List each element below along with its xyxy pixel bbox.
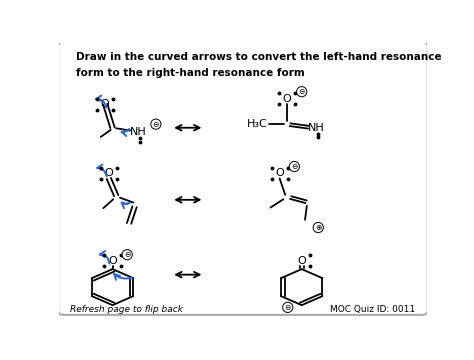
Text: O: O: [104, 168, 113, 179]
Text: ⊕: ⊕: [315, 223, 321, 232]
Text: O: O: [283, 94, 292, 104]
Text: O: O: [101, 99, 109, 109]
Text: NH: NH: [130, 127, 146, 137]
Text: MOC Quiz ID: 0011: MOC Quiz ID: 0011: [330, 305, 416, 314]
Text: Refresh page to flip back: Refresh page to flip back: [70, 305, 183, 314]
Text: Draw in the curved arrows to convert the left-hand resonance: Draw in the curved arrows to convert the…: [76, 51, 441, 62]
Text: ⊖: ⊖: [284, 303, 291, 312]
Text: O: O: [297, 256, 306, 266]
Text: ⊖: ⊖: [153, 120, 159, 129]
Text: ⊖: ⊖: [124, 250, 130, 259]
Text: ⊖: ⊖: [299, 87, 305, 96]
Text: NH: NH: [308, 123, 325, 133]
Text: O: O: [275, 168, 284, 179]
Text: form to the right-hand resonance form: form to the right-hand resonance form: [76, 68, 304, 78]
Text: H₃C: H₃C: [247, 118, 268, 129]
Text: O: O: [108, 256, 117, 266]
FancyBboxPatch shape: [58, 42, 428, 315]
Text: ⊖: ⊖: [291, 162, 298, 171]
